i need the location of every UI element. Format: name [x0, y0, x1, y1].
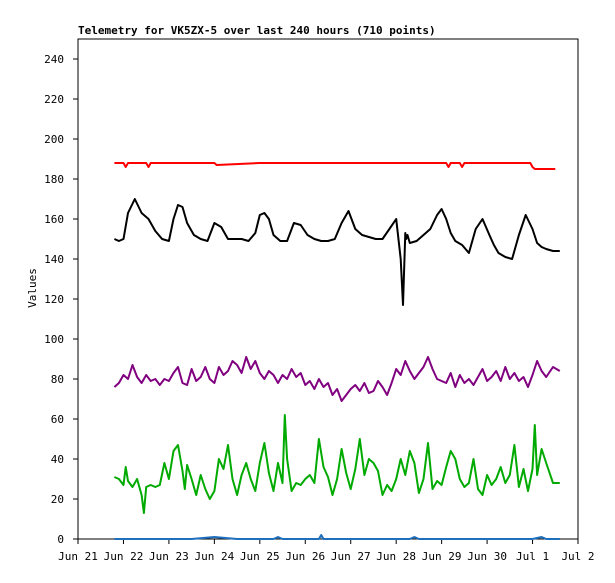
series-line-2	[113, 198, 560, 306]
x-tick-label: Jun 30	[467, 550, 507, 563]
y-tick-label: 180	[44, 173, 64, 186]
series-line-1	[114, 162, 556, 170]
y-tick-label: 200	[44, 133, 64, 146]
x-tick-label: Jun 28	[376, 550, 416, 563]
y-tick-label: 40	[51, 453, 64, 466]
series-layer	[113, 162, 561, 540]
series-line-4	[113, 414, 560, 514]
y-tick-label: 220	[44, 93, 64, 106]
y-tick-label: 100	[44, 333, 64, 346]
x-tick-label: Jun 25	[240, 550, 280, 563]
x-tick-label: Jun 26	[285, 550, 325, 563]
x-tick-label: Jun 27	[331, 550, 371, 563]
y-axis-label: Values	[26, 268, 39, 308]
series-line-5	[114, 534, 560, 540]
y-tick-label: 0	[57, 533, 64, 546]
y-tick-label: 80	[51, 373, 64, 386]
y-tick-label: 60	[51, 413, 64, 426]
x-tick-label: Jun 24	[194, 550, 234, 563]
series-line-3	[113, 356, 561, 402]
y-tick-label: 140	[44, 253, 64, 266]
x-tick-label: Jun 29	[422, 550, 462, 563]
x-tick-label: Jul 2	[561, 550, 594, 563]
y-tick-label: 120	[44, 293, 64, 306]
x-tick-label: Jun 23	[149, 550, 189, 563]
y-tick-label: 240	[44, 53, 64, 66]
y-axis: 0 20 40 60 80 100 120 140 160 180 200 220 240	[44, 53, 78, 546]
x-tick-label: Jun 21	[58, 550, 98, 563]
y-tick-label: 160	[44, 213, 64, 226]
y-tick-label: 20	[51, 493, 64, 506]
chart-title: Telemetry for VK5ZX-5 over last 240 hour…	[78, 24, 436, 37]
x-tick-label: Jun 22	[104, 550, 144, 563]
x-axis: Jun 21 Jun 22 Jun 23 Jun 24 Jun 25 Jun 26 Jun …	[58, 539, 595, 563]
x-tick-label: Jul 1	[516, 550, 549, 563]
